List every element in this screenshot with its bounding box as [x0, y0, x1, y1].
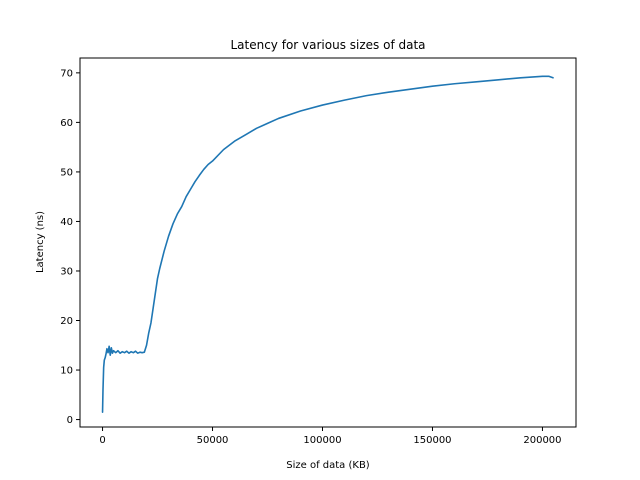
axes-frame	[79, 57, 577, 428]
x-tick-label: 200000	[523, 435, 561, 446]
x-axis-label: Size of data (KB)	[286, 460, 370, 471]
y-tick-label: 50	[60, 167, 73, 178]
y-tick-label: 0	[67, 415, 73, 426]
x-tick-label: 0	[99, 435, 105, 446]
plot-area: 0 50000 100000 150000 200000 0 10 20 30 40 50 60 70	[60, 57, 577, 446]
x-tick-label: 50000	[197, 435, 229, 446]
y-tick-label: 30	[60, 266, 73, 277]
x-tick-label: 100000	[303, 435, 341, 446]
y-tick-label: 70	[60, 68, 73, 79]
y-tick-label: 60	[60, 118, 73, 129]
y-tick-label: 40	[60, 217, 73, 228]
y-axis-label: Latency (ns)	[35, 211, 46, 273]
series-line-0	[101, 75, 554, 413]
y-tick-label: 10	[60, 366, 73, 377]
chart-title: Latency for various sizes of data	[230, 38, 425, 52]
y-tick-label: 20	[60, 316, 73, 327]
x-tick-label: 150000	[413, 435, 451, 446]
